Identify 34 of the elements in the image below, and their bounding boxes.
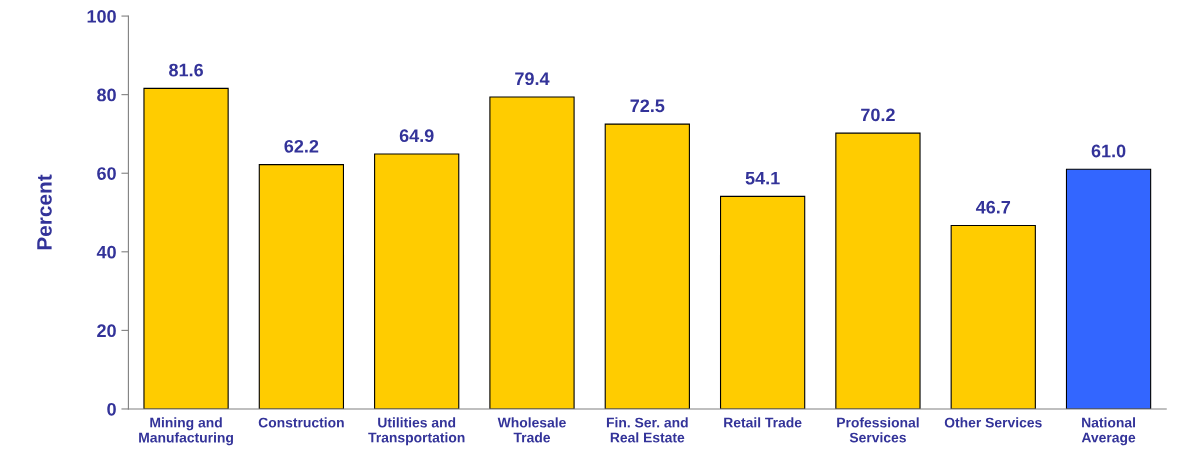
bar <box>719 195 806 409</box>
bar <box>1065 168 1152 409</box>
x-tick-label: National Average <box>1081 417 1136 446</box>
bar <box>143 87 229 409</box>
data-label: 72.5 <box>630 99 665 113</box>
x-tick-label: Wholesale Trade <box>497 417 566 443</box>
x-tick-label: Mining and Manufacturing <box>139 417 233 446</box>
bar <box>258 164 345 409</box>
data-label: 61.0 <box>1091 144 1126 158</box>
data-label: 79.4 <box>515 72 550 86</box>
y-tick-label: 40 <box>96 245 116 259</box>
data-label: 64.9 <box>399 129 434 143</box>
data-label: 54.1 <box>745 171 780 185</box>
x-tick-label: Fin. Ser. and Real Estate <box>606 417 688 443</box>
bar <box>604 123 690 409</box>
x-tick-label: Construction <box>258 417 344 428</box>
x-tick-label: Utilities and Transportation <box>368 417 465 446</box>
y-tick-label: 60 <box>97 167 116 180</box>
y-tick-label: 0 <box>107 402 116 416</box>
bar <box>835 132 921 409</box>
y-tick-label: 80 <box>97 88 116 102</box>
y-tick-label: 100 <box>87 10 116 23</box>
bar <box>950 224 1036 409</box>
data-label: 62.2 <box>284 139 319 153</box>
bar <box>374 153 460 409</box>
y-tick-label: 20 <box>97 324 116 338</box>
y-axis-title: Percent <box>37 174 52 250</box>
x-tick-label: Other Services <box>944 417 1042 428</box>
data-label: 70.2 <box>861 108 895 122</box>
bar <box>489 96 575 409</box>
data-label: 81.6 <box>169 63 203 77</box>
x-tick-label: Retail Trade <box>724 417 802 428</box>
data-label: 46.7 <box>975 200 1011 214</box>
x-tick-label: Professional Services <box>837 417 919 443</box>
